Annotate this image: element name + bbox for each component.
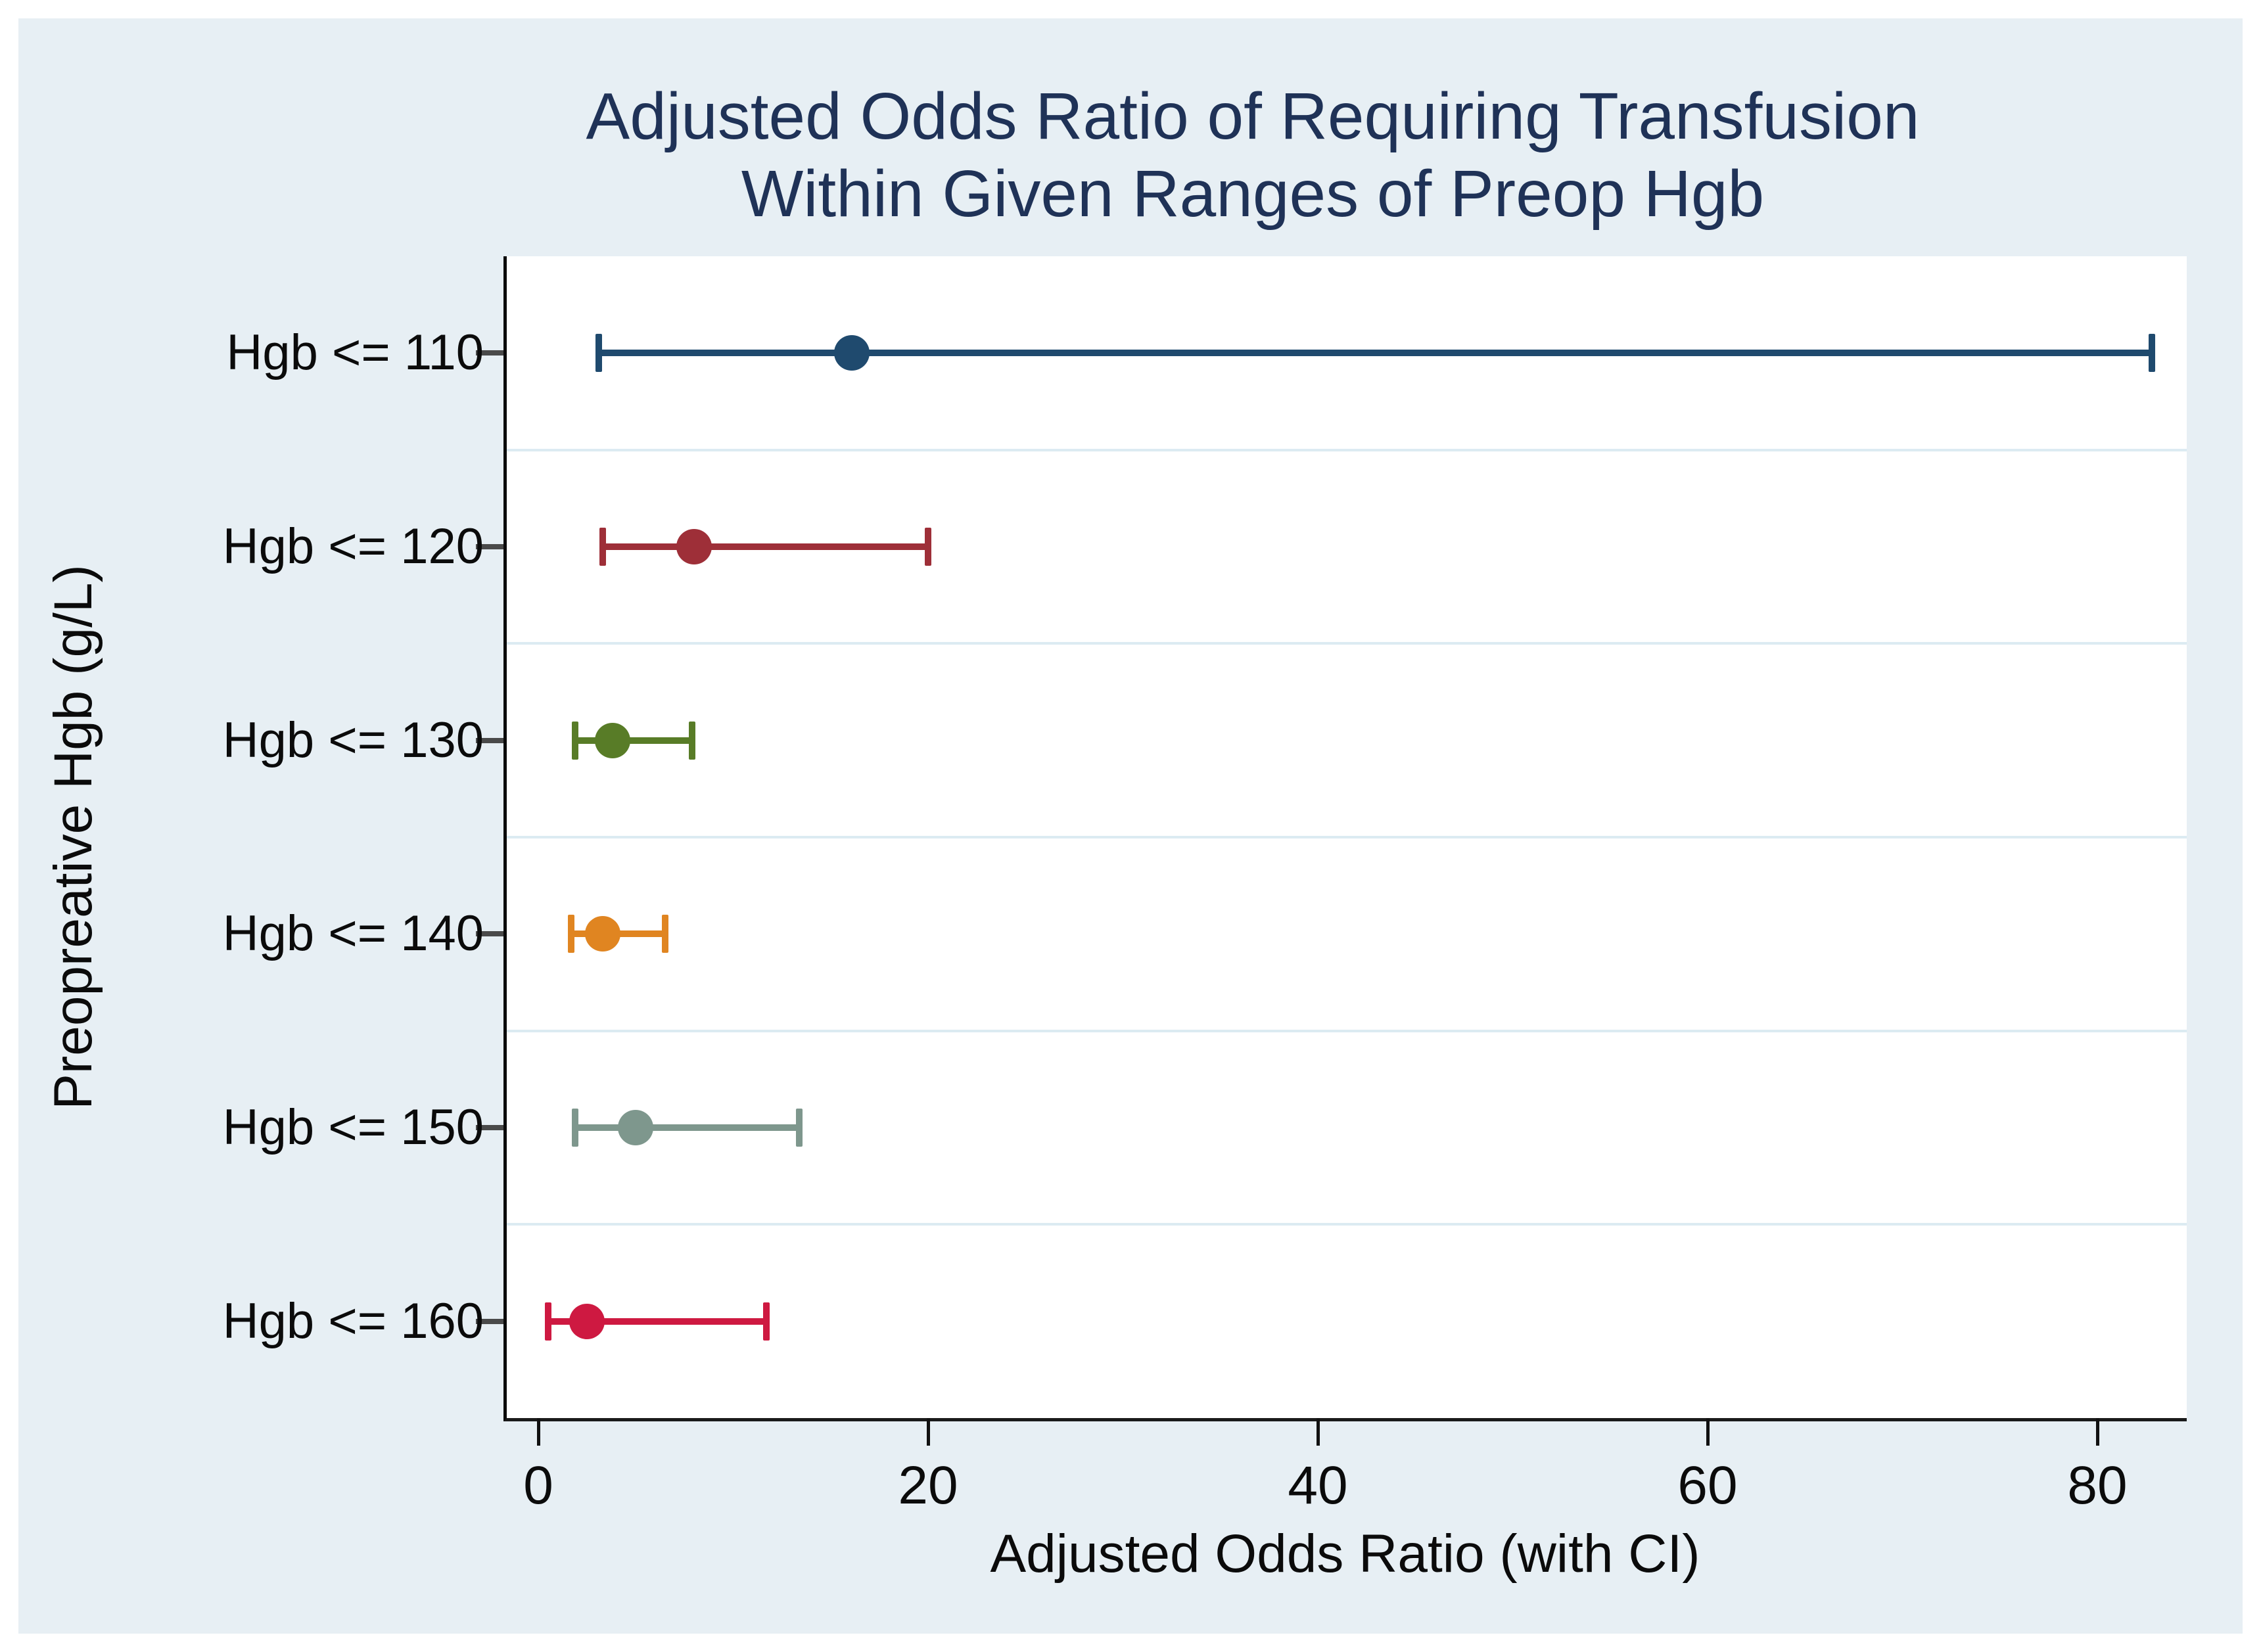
x-tick-label: 60 — [1677, 1456, 1738, 1515]
ci-cap-low — [544, 1302, 551, 1341]
ci-cap-low — [572, 1109, 579, 1147]
plot-area — [503, 256, 2187, 1421]
chart-title: Adjusted Odds Ratio of Requiring Transfu… — [263, 78, 2243, 233]
y-axis-tick — [476, 1318, 503, 1324]
y-category-label: Hgb <= 160 — [222, 1293, 484, 1349]
y-axis-label: Preopreative Hgb (g/L) — [43, 564, 103, 1110]
ci-cap-low — [572, 721, 579, 760]
y-category-label: Hgb <= 110 — [226, 325, 484, 381]
odds-ratio-point — [594, 722, 630, 758]
ci-cap-high — [925, 528, 931, 566]
y-category-label: Hgb <= 120 — [222, 518, 484, 574]
x-axis-tick — [2096, 1418, 2099, 1446]
odds-ratio-point — [834, 335, 870, 371]
x-tick-label: 0 — [523, 1456, 553, 1515]
ci-line — [575, 737, 693, 744]
ci-cap-low — [595, 334, 602, 373]
row-separator-line — [507, 836, 2187, 838]
x-tick-label: 80 — [2067, 1456, 2128, 1515]
chart-title-line2: Within Given Ranges of Preop Hgb — [741, 157, 1765, 231]
ci-line — [598, 350, 2152, 357]
row-separator-line — [507, 1223, 2187, 1226]
y-category-label: Hgb <= 130 — [222, 712, 484, 768]
odds-ratio-point — [618, 1110, 654, 1145]
row-separator-line — [507, 642, 2187, 645]
ci-line — [575, 1124, 800, 1131]
ci-line — [602, 543, 928, 550]
x-tick-label: 20 — [898, 1456, 958, 1515]
x-axis-label: Adjusted Odds Ratio (with CI) — [990, 1524, 1700, 1584]
ci-cap-low — [568, 915, 575, 953]
y-axis-tick — [476, 544, 503, 549]
ci-cap-high — [762, 1302, 770, 1341]
chart-title-line1: Adjusted Odds Ratio of Requiring Transfu… — [586, 80, 1920, 153]
row-separator-line — [507, 448, 2187, 451]
y-axis-tick — [476, 737, 503, 743]
ci-cap-high — [689, 721, 696, 760]
y-category-label: Hgb <= 150 — [222, 1099, 484, 1155]
odds-ratio-point — [584, 916, 620, 952]
y-axis-tick — [476, 350, 503, 356]
ci-cap-high — [796, 1109, 803, 1147]
y-category-label: Hgb <= 140 — [222, 906, 484, 962]
x-axis-tick — [927, 1418, 930, 1446]
odds-ratio-point — [676, 529, 712, 564]
x-axis-tick — [537, 1418, 540, 1446]
x-axis-tick — [1317, 1418, 1320, 1446]
y-axis-tick — [476, 1125, 503, 1130]
x-axis-tick — [1706, 1418, 1710, 1446]
row-separator-line — [507, 1029, 2187, 1032]
ci-line — [548, 1318, 766, 1325]
ci-cap-high — [2149, 334, 2156, 373]
x-tick-label: 40 — [1288, 1456, 1348, 1515]
odds-ratio-point — [569, 1303, 605, 1339]
ci-cap-low — [599, 528, 606, 566]
ci-cap-high — [661, 915, 668, 953]
y-axis-tick — [476, 931, 503, 937]
